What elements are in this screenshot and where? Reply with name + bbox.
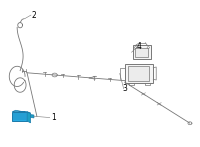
Bar xyxy=(133,45,151,59)
Bar xyxy=(135,48,148,57)
Bar xyxy=(125,64,153,83)
Text: 3: 3 xyxy=(123,84,128,93)
Bar xyxy=(128,66,149,81)
Text: 4: 4 xyxy=(136,42,141,51)
Polygon shape xyxy=(12,110,31,113)
FancyBboxPatch shape xyxy=(12,112,27,121)
Text: 2: 2 xyxy=(32,11,37,20)
Polygon shape xyxy=(27,112,31,123)
Text: 1: 1 xyxy=(52,113,56,122)
Polygon shape xyxy=(31,115,34,118)
